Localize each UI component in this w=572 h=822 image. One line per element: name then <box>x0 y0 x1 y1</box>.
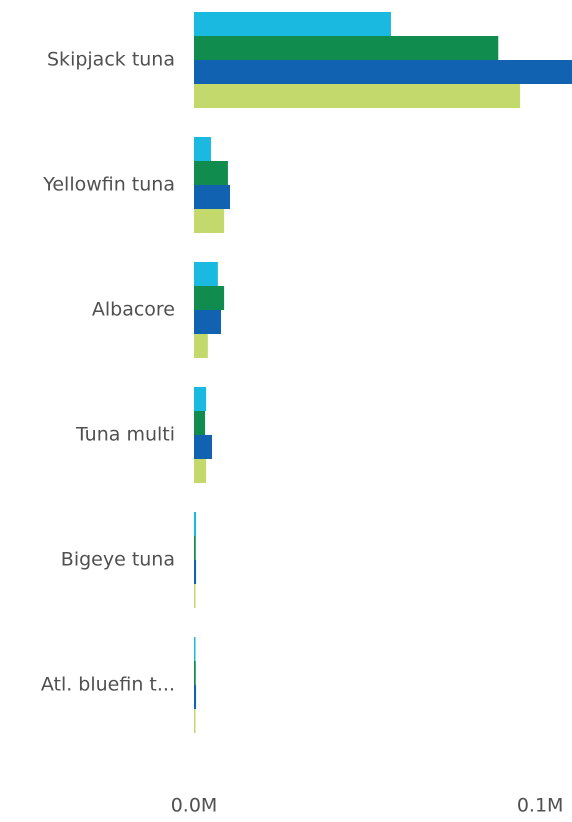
bar <box>194 536 196 560</box>
y-tick-label: Yellowfin tuna <box>42 174 175 196</box>
y-tick-label: Bigeye tuna <box>61 549 175 571</box>
bar <box>194 185 230 209</box>
bar <box>194 12 391 36</box>
y-tick-label: Atl. bluefin t... <box>41 674 175 696</box>
bar <box>194 209 225 233</box>
x-tick-label: 0.0M <box>171 795 218 817</box>
bar <box>194 262 218 286</box>
bar <box>194 459 207 483</box>
bar <box>194 137 211 161</box>
bar <box>194 334 208 358</box>
bar <box>194 60 572 84</box>
bar <box>194 36 499 60</box>
bar <box>194 435 212 459</box>
bar <box>194 637 196 661</box>
bar <box>194 411 206 435</box>
bar <box>194 286 225 310</box>
bar <box>194 512 197 536</box>
bar <box>194 161 228 185</box>
bar <box>194 584 196 608</box>
x-tick-label: 0.1M <box>517 795 564 817</box>
bar <box>194 84 521 108</box>
y-tick-label: Tuna multi <box>75 424 175 446</box>
y-tick-label: Albacore <box>92 299 175 321</box>
bar <box>194 709 196 733</box>
bar <box>194 685 197 709</box>
y-tick-label: Skipjack tuna <box>47 49 175 71</box>
bar <box>194 661 196 685</box>
bar <box>194 387 207 411</box>
bar <box>194 560 197 584</box>
bar <box>194 310 221 334</box>
